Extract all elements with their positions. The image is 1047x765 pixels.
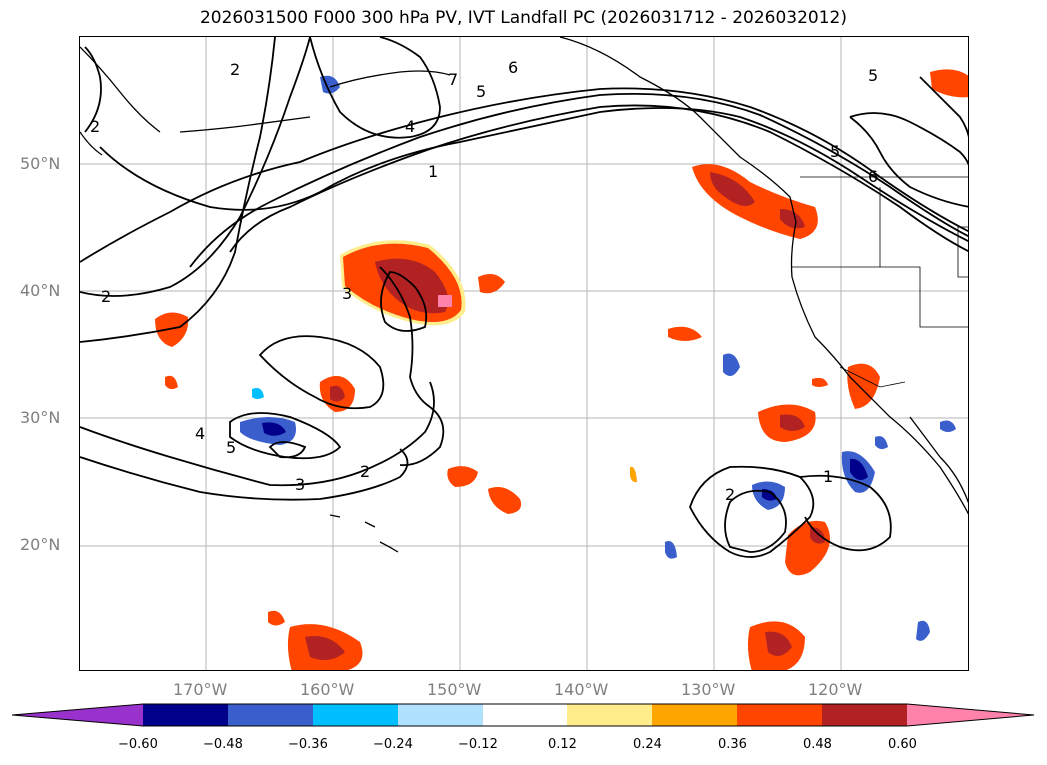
ivt-blob-central	[340, 240, 466, 326]
map-title: 2026031500 F000 300 hPa PV, IVT Landfall…	[199, 8, 847, 28]
contour-label: 5	[226, 438, 236, 457]
ivt-neg-blob-east-1	[752, 481, 785, 510]
ivt-blob-small-1	[165, 375, 178, 390]
colorbar-tick-label: −0.48	[203, 737, 243, 752]
ivt-negative-blobs	[240, 75, 956, 641]
lat-label: 30°N	[20, 408, 61, 427]
ivt-blob-small-3	[268, 610, 285, 626]
ivt-blob-small-2	[812, 377, 828, 387]
ivt-blob-mid-2	[447, 466, 478, 487]
contour-label: 2	[725, 485, 735, 504]
ivt-blob-mid-3	[488, 486, 522, 514]
colorbar-tick-label: 0.48	[803, 737, 832, 752]
colorbar	[12, 703, 1035, 727]
colorbar-tick-label: 0.60	[888, 737, 917, 752]
borders	[792, 176, 968, 388]
colorbar-tick-label: −0.12	[458, 737, 498, 752]
coastlines	[80, 37, 968, 553]
colorbar-segment	[398, 704, 483, 726]
ivt-blob-oregon	[692, 164, 818, 239]
contour-label: 4	[195, 424, 205, 443]
map-panel: 1 2 3 4 5 6 7 4 3 2 2 1 5 6 5 2 2 5	[79, 36, 969, 671]
contour-label: 1	[428, 162, 438, 181]
colorbar-segment	[483, 704, 567, 726]
ivt-neg-blob-small-4	[875, 436, 888, 450]
ivt-blob-northeast	[930, 69, 968, 98]
lat-label: 20°N	[20, 535, 61, 554]
contour-label: 4	[405, 117, 415, 136]
colorbar-segment	[737, 704, 822, 726]
contour-label: 2	[360, 462, 370, 481]
contour-label: 5	[830, 142, 840, 161]
contour-label: 3	[295, 475, 305, 494]
ivt-neg-blob-small-1	[723, 353, 740, 376]
ivt-neg-blob-east-2	[841, 451, 875, 493]
ivt-blob-far-south-1	[287, 624, 363, 670]
lon-label: 160°W	[300, 680, 355, 699]
ivt-neg-blob-small-2	[665, 541, 677, 559]
lon-label: 170°W	[173, 680, 228, 699]
colorbar-tick-label: −0.24	[373, 737, 413, 752]
contour-label: 5	[476, 82, 486, 101]
contour-label: 2	[90, 117, 100, 136]
lon-label: 140°W	[554, 680, 609, 699]
colorbar-segment	[143, 704, 228, 726]
map-canvas: 1 2 3 4 5 6 7 4 3 2 2 1 5 6 5 2 2 5	[80, 37, 968, 670]
ivt-blob-south	[785, 520, 830, 576]
colorbar-segment	[12, 704, 143, 726]
colorbar-segment	[228, 704, 313, 726]
colorbar-segment	[567, 704, 652, 726]
ivt-blob-far-south-2	[747, 621, 805, 670]
contour-label: 2	[101, 287, 111, 306]
ivt-blob-sw-california	[758, 404, 816, 442]
contour-label: 6	[508, 58, 518, 77]
contour-label: 6	[868, 167, 878, 186]
colorbar-tick-label: −0.60	[118, 737, 158, 752]
gridlines	[80, 37, 968, 670]
colorbar-segment	[822, 704, 907, 726]
colorbar-segment	[907, 704, 1034, 726]
contour-label: 1	[823, 467, 833, 486]
colorbar-tick-label: 0.24	[633, 737, 662, 752]
colorbar-tick-label: −0.36	[288, 737, 328, 752]
contour-label: 5	[868, 66, 878, 85]
ivt-blob-west	[155, 312, 189, 347]
ivt-neg-blob-small-3	[940, 420, 956, 432]
ivt-neg-blob-small-6	[252, 388, 264, 399]
colorbar-tick-label: 0.12	[548, 737, 577, 752]
ivt-neg-blob-small-5	[916, 620, 930, 641]
pv-contours	[80, 37, 968, 558]
contour-label: 7	[448, 70, 458, 89]
ivt-blob-small-4	[630, 466, 637, 483]
ivt-neg-blob-west	[240, 417, 296, 445]
ivt-blob-mid-1	[478, 273, 505, 294]
lon-label: 150°W	[427, 680, 482, 699]
contour-label: 3	[342, 284, 352, 303]
contour-label: 2	[230, 60, 240, 79]
lon-label: 130°W	[681, 680, 736, 699]
ivt-blob-mid-4	[668, 326, 702, 341]
contour-label-group: 1 2 3 4 5 6 7 4 3 2 2 1 5 6 5 2 2 5	[90, 58, 878, 504]
lat-label: 50°N	[20, 154, 61, 173]
colorbar-segment	[313, 704, 398, 726]
lat-label: 40°N	[20, 281, 61, 300]
colorbar-segment	[652, 704, 737, 726]
colorbar-tick-label: 0.36	[718, 737, 747, 752]
lon-label: 120°W	[808, 680, 863, 699]
